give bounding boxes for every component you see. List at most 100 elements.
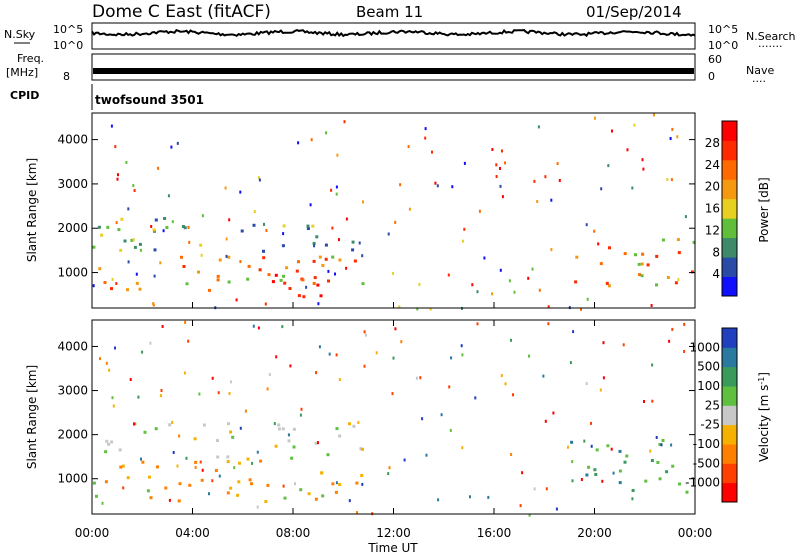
xtick-label-5: 20:00	[577, 526, 612, 540]
sparse-cell-0-82	[387, 232, 390, 236]
scatter-cell-0-0-3	[183, 226, 187, 230]
scatter-cell-0-1-11	[338, 258, 342, 262]
sparse-cell-1-87	[670, 443, 673, 447]
scatter-cell-1-0-10	[352, 424, 356, 428]
sparse-cell-0-39	[338, 238, 340, 242]
sparse-cell-0-117	[533, 179, 536, 183]
colorbar-swatch-1-6	[722, 366, 737, 387]
scatter-cell-1-2-8	[678, 482, 681, 486]
sparse-cell-0-25	[585, 223, 588, 227]
sparse-cell-1-85	[199, 460, 202, 464]
sparse-cell-1-121	[239, 426, 242, 430]
sparse-cell-1-128	[244, 409, 247, 413]
sparse-cell-1-56	[533, 487, 536, 491]
scatter-cell-1-1-23	[178, 482, 182, 486]
scatter-cell-1-0-2	[154, 427, 158, 431]
colorbar-frame-1	[721, 327, 738, 503]
sparse-cell-0-56	[436, 184, 439, 188]
sparse-cell-1-29	[519, 504, 522, 508]
nave-tick-bottom: 0	[708, 70, 715, 83]
sparse-cell-1-35	[487, 495, 490, 499]
sparse-cell-1-123	[114, 346, 116, 350]
scatter-cell-1-1-0	[177, 499, 181, 503]
scatter-cell-1-0-30	[193, 437, 197, 441]
scatter-cell-1-2-5	[650, 459, 654, 462]
colorbar-tick-1-5: -100	[693, 437, 720, 451]
sparse-cell-0-30	[257, 176, 260, 180]
nave-dots: ....	[752, 72, 766, 85]
sparse-cell-1-95	[599, 388, 602, 392]
sparse-cell-0-67	[127, 260, 130, 264]
sparse-cell-0-128	[504, 161, 506, 165]
sparse-cell-0-113	[167, 194, 170, 198]
sparse-cell-1-26	[252, 324, 255, 328]
sparse-cell-1-73	[281, 325, 284, 329]
scatter-cell-1-2-7	[595, 448, 599, 452]
sparse-cell-1-21	[649, 449, 652, 453]
sparse-cell-0-101	[463, 227, 466, 231]
sparse-cell-0-6	[550, 248, 553, 252]
sparse-cell-0-69	[111, 277, 114, 281]
scatter-cell-0-1-34	[247, 264, 251, 268]
nsearch-label: N.Search	[746, 30, 796, 43]
xtick-label-6: 00:00	[678, 526, 713, 540]
scatter-cell-1-1-32	[236, 493, 240, 497]
scatter-cell-0-2-8	[327, 279, 330, 283]
scatter-cell-0-1-35	[135, 281, 139, 285]
scatter-cell-1-1-12	[104, 480, 108, 484]
sparse-cell-0-81	[429, 307, 432, 311]
scatter-cell-1-2-14	[625, 454, 629, 458]
scatter-cell-0-2-1	[297, 294, 301, 298]
sparse-cell-1-43	[338, 378, 341, 381]
sparse-cell-0-26	[132, 184, 135, 188]
scatter-cell-0-0-21	[315, 235, 319, 239]
scatter-cell-1-2-0	[618, 449, 622, 453]
sparse-cell-0-108	[631, 186, 634, 190]
sparse-cell-1-58	[668, 339, 671, 343]
scatter-cell-1-1-6	[200, 478, 204, 482]
colorbar-swatch-1-0	[722, 482, 737, 503]
sparse-cell-0-11	[407, 145, 410, 149]
scatter-cell-0-0-26	[163, 217, 167, 220]
sparse-cell-0-76	[501, 149, 503, 153]
sparse-cell-0-110	[343, 120, 346, 124]
sparse-cell-1-97	[194, 465, 197, 469]
scatter-cell-0-1-1	[353, 259, 357, 263]
sparse-cell-0-133	[310, 138, 313, 142]
scatter-cell-1-0-14	[292, 427, 296, 431]
sparse-cell-0-70	[677, 278, 680, 282]
colorbar-tick-1-6: -500	[693, 456, 720, 470]
sparse-cell-0-88	[317, 302, 320, 306]
sparse-cell-1-9	[335, 481, 338, 485]
colorbar-tick-0-4: 20	[705, 180, 720, 194]
scatter-cell-1-2-22	[644, 479, 648, 483]
scatter-cell-0-1-22	[321, 264, 325, 267]
sparse-cell-0-63	[224, 186, 227, 190]
sparse-cell-0-115	[305, 285, 308, 289]
scatter-cell-0-1-4	[267, 273, 271, 277]
sparse-cell-1-40	[542, 374, 545, 378]
sparse-cell-1-67	[187, 339, 190, 343]
sparse-cell-1-63	[356, 511, 358, 515]
sparse-cell-0-21	[153, 274, 156, 278]
sparse-cell-1-132	[178, 434, 181, 438]
ytick-label-0-3: 4000	[57, 133, 88, 147]
sparse-cell-1-135	[275, 355, 278, 359]
scatter-cell-1-0-0	[118, 448, 122, 452]
sparse-cell-1-116	[610, 447, 613, 451]
scatter-cell-0-0-13	[282, 224, 286, 228]
scatter-cell-1-2-11	[631, 489, 635, 492]
sparse-cell-1-122	[460, 344, 463, 348]
sparse-cell-0-15	[499, 184, 502, 188]
sparse-cell-0-10	[684, 215, 687, 219]
colorbar-tick-1-2: 100	[697, 379, 720, 393]
sparse-cell-0-49	[611, 129, 613, 133]
sparse-cell-1-0	[651, 399, 654, 403]
power-ylabel: Slant Range [km]	[25, 158, 39, 262]
ytick-label-1-2: 3000	[57, 384, 88, 398]
x-axis-label: Time UT	[367, 541, 418, 554]
sparse-cell-1-78	[256, 505, 259, 509]
freq-tick: 8	[63, 70, 70, 83]
scatter-cell-0-3-16	[599, 262, 603, 266]
scatter-cell-0-1-32	[258, 268, 262, 272]
